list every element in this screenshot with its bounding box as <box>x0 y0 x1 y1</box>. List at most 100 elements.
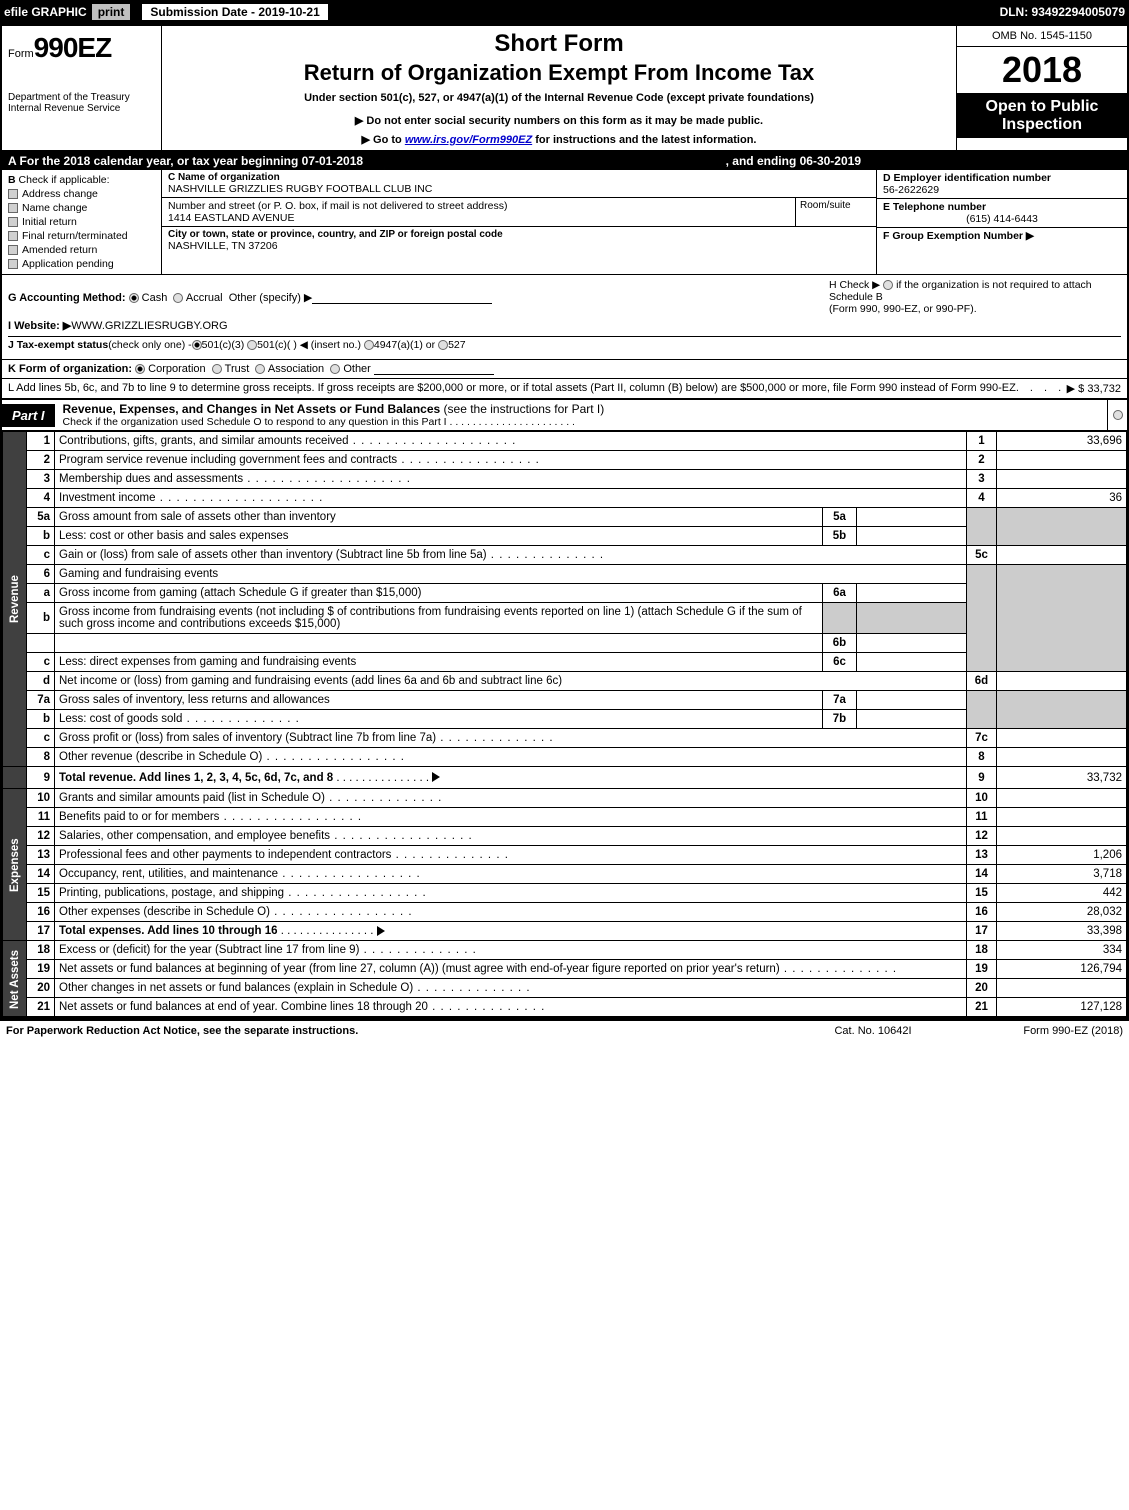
omb-number: OMB No. 1545-1150 <box>957 26 1127 47</box>
efile-label: efile GRAPHIC <box>4 5 87 19</box>
b-letter: B <box>8 174 16 186</box>
section-h: H Check ▶ if the organization is not req… <box>821 279 1121 315</box>
org-name: NASHVILLE GRIZZLIES RUGBY FOOTBALL CLUB … <box>168 183 870 195</box>
ein-value: 56-2622629 <box>883 184 1121 196</box>
sched-o-checkbox[interactable] <box>1107 400 1127 430</box>
checkbox-pending[interactable] <box>8 259 18 269</box>
short-form-title: Short Form <box>168 30 950 58</box>
j-opt4: 527 <box>448 339 466 351</box>
room-suite-label: Room/suite <box>796 198 876 226</box>
part1-check-o: Check if the organization used Schedule … <box>63 416 1099 428</box>
table-row: 17Total expenses. Add lines 10 through 1… <box>3 922 1127 941</box>
k-opt3: Other <box>343 363 371 375</box>
table-row: 6b <box>3 634 1127 653</box>
table-row: 4 Investment income 436 <box>3 489 1127 508</box>
expenses-label: Expenses <box>3 789 27 941</box>
table-row: 20Other changes in net assets or fund ba… <box>3 979 1127 998</box>
table-row: 13Professional fees and other payments t… <box>3 846 1127 865</box>
g-cash: Cash <box>142 292 168 304</box>
checkbox-initial-return[interactable] <box>8 217 18 227</box>
open-public: Open to Public Inspection <box>957 94 1127 138</box>
table-row: a Gross income from gaming (attach Sched… <box>3 584 1127 603</box>
b-item-4: Amended return <box>22 244 97 256</box>
dept-irs: Internal Revenue Service <box>8 103 157 114</box>
part1-header: Part I Revenue, Expenses, and Changes in… <box>2 398 1127 431</box>
j-opt1: 501(c)(3) <box>202 339 245 351</box>
dept-treasury: Department of the Treasury <box>8 92 157 103</box>
table-row: Revenue 1 Contributions, gifts, grants, … <box>3 432 1127 451</box>
g-accrual: Accrual <box>186 292 223 304</box>
radio-4947[interactable] <box>364 340 374 350</box>
checkbox-final-return[interactable] <box>8 231 18 241</box>
radio-501c3[interactable] <box>192 340 202 350</box>
b-item-0: Address change <box>22 188 98 200</box>
table-row: c Gross profit or (loss) from sales of i… <box>3 729 1127 748</box>
table-row: 21Net assets or fund balances at end of … <box>3 998 1127 1017</box>
section-l: L Add lines 5b, 6c, and 7b to line 9 to … <box>2 378 1127 398</box>
line-desc: Contributions, gifts, grants, and simila… <box>55 432 967 451</box>
footer-form: Form 990-EZ (2018) <box>963 1025 1123 1037</box>
form-container: Form990EZ Department of the Treasury Int… <box>0 24 1129 1019</box>
l-total: ▶ $ 33,732 <box>1067 382 1121 395</box>
footer-cat: Cat. No. 10642I <box>783 1025 963 1037</box>
radio-501c[interactable] <box>247 340 257 350</box>
h-check: H Check ▶ <box>829 279 880 291</box>
i-label: I Website: ▶ <box>8 319 71 332</box>
k-label: K Form of organization: <box>8 363 132 375</box>
bcdef-row: B Check if applicable: Address change Na… <box>2 170 1127 275</box>
table-row: 16Other expenses (describe in Schedule O… <box>3 903 1127 922</box>
goto-link[interactable]: www.irs.gov/Form990EZ <box>405 134 532 146</box>
goto-prefix: ▶ Go to <box>362 134 405 146</box>
c-name-label: C Name of organization <box>168 172 870 183</box>
g-label: G Accounting Method: <box>8 292 126 304</box>
table-row: b Gross income from fundraising events (… <box>3 603 1127 634</box>
table-row: b Less: cost or other basis and sales ex… <box>3 527 1127 546</box>
line-rval: 33,696 <box>997 432 1127 451</box>
part1-title-text: Revenue, Expenses, and Changes in Net As… <box>63 402 441 416</box>
form-header: Form990EZ Department of the Treasury Int… <box>2 26 1127 152</box>
h-text3: (Form 990, 990-EZ, or 990-PF). <box>829 303 977 315</box>
part1-subtitle: (see the instructions for Part I) <box>444 402 605 416</box>
netassets-label: Net Assets <box>3 941 27 1017</box>
print-button[interactable]: print <box>91 3 132 21</box>
table-row: 3 Membership dues and assessments 3 <box>3 470 1127 489</box>
b-item-1: Name change <box>22 202 87 214</box>
radio-corp[interactable] <box>135 364 145 374</box>
f-group-label: F Group Exemption Number ▶ <box>883 230 1121 242</box>
radio-accrual[interactable] <box>173 293 183 303</box>
part1-title: Revenue, Expenses, and Changes in Net As… <box>55 400 1107 430</box>
radio-assoc[interactable] <box>255 364 265 374</box>
tel-value: (615) 414-6443 <box>883 213 1121 225</box>
checkbox-amended[interactable] <box>8 245 18 255</box>
sched-o-icon <box>1113 410 1123 420</box>
goto-line: ▶ Go to www.irs.gov/Form990EZ for instru… <box>168 133 950 146</box>
table-row: 6 Gaming and fundraising events <box>3 565 1127 584</box>
radio-527[interactable] <box>438 340 448 350</box>
website-value: WWW.GRIZZLIESRUGBY.ORG <box>71 320 227 332</box>
table-row: 9 Total revenue. Add lines 1, 2, 3, 4, 5… <box>3 767 1127 789</box>
form-number: 990EZ <box>34 32 112 63</box>
form-prefix: Form <box>8 48 34 60</box>
do-not-enter: ▶ Do not enter social security numbers o… <box>168 114 950 127</box>
e-tel-label: E Telephone number <box>883 201 1121 213</box>
checkbox-name-change[interactable] <box>8 203 18 213</box>
g-other: Other (specify) ▶ <box>229 292 313 304</box>
radio-trust[interactable] <box>212 364 222 374</box>
arrow-icon <box>377 926 385 936</box>
radio-cash[interactable] <box>129 293 139 303</box>
k-other-blank <box>374 363 494 375</box>
return-title: Return of Organization Exempt From Incom… <box>168 60 950 86</box>
b-item-5: Application pending <box>22 258 114 270</box>
table-row: 12Salaries, other compensation, and empl… <box>3 827 1127 846</box>
checkbox-address-change[interactable] <box>8 189 18 199</box>
b-item-3: Final return/terminated <box>22 230 128 242</box>
org-street: 1414 EASTLAND AVENUE <box>168 212 789 224</box>
table-row: 8 Other revenue (describe in Schedule O)… <box>3 748 1127 767</box>
j-opt2: 501(c)( ) ◀ (insert no.) <box>257 339 361 351</box>
l-dots: . . . . . . . . . . . . . . . . . . . . … <box>1016 382 1067 395</box>
submission-date: Submission Date - 2019-10-21 <box>141 3 328 21</box>
radio-other-org[interactable] <box>330 364 340 374</box>
radio-h[interactable] <box>883 280 893 290</box>
table-row: 19Net assets or fund balances at beginni… <box>3 960 1127 979</box>
k-opt2: Association <box>268 363 324 375</box>
